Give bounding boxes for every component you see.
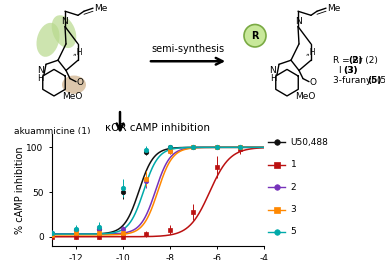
Text: ,,H: ,,H (73, 48, 83, 57)
Text: akuammicine (1): akuammicine (1) (14, 127, 90, 136)
Text: N: N (270, 66, 276, 75)
Text: Me: Me (327, 4, 340, 13)
Text: semi-synthesis: semi-synthesis (151, 44, 224, 54)
Text: 3: 3 (291, 205, 296, 214)
Circle shape (244, 24, 266, 47)
Text: R: R (251, 31, 259, 41)
Text: Me: Me (94, 4, 107, 13)
Text: (2): (2) (348, 56, 363, 65)
Y-axis label: % cAMP inhibition: % cAMP inhibition (15, 146, 25, 234)
Text: H: H (37, 74, 43, 83)
Text: H: H (270, 74, 276, 83)
Text: 2: 2 (291, 183, 296, 192)
Text: 3-furanyl (5): 3-furanyl (5) (333, 76, 385, 85)
Text: MeO: MeO (295, 93, 315, 101)
Text: (5): (5) (367, 76, 382, 85)
Text: 1: 1 (291, 160, 296, 169)
Ellipse shape (37, 23, 60, 57)
Text: 5: 5 (291, 228, 296, 236)
Text: N: N (37, 66, 44, 75)
Text: R = Br (2): R = Br (2) (333, 56, 378, 65)
Ellipse shape (62, 76, 86, 94)
Text: I (3): I (3) (339, 66, 357, 75)
Text: MeO: MeO (62, 93, 82, 101)
Text: O: O (77, 78, 84, 87)
Text: U50,488: U50,488 (291, 138, 328, 147)
Text: O: O (310, 78, 316, 87)
Title: κOR cAMP inhibition: κOR cAMP inhibition (105, 123, 210, 133)
Text: N: N (295, 17, 301, 26)
Ellipse shape (52, 15, 76, 48)
Text: ,,H: ,,H (306, 48, 316, 57)
Text: (3): (3) (343, 66, 358, 75)
Text: N: N (62, 17, 69, 26)
